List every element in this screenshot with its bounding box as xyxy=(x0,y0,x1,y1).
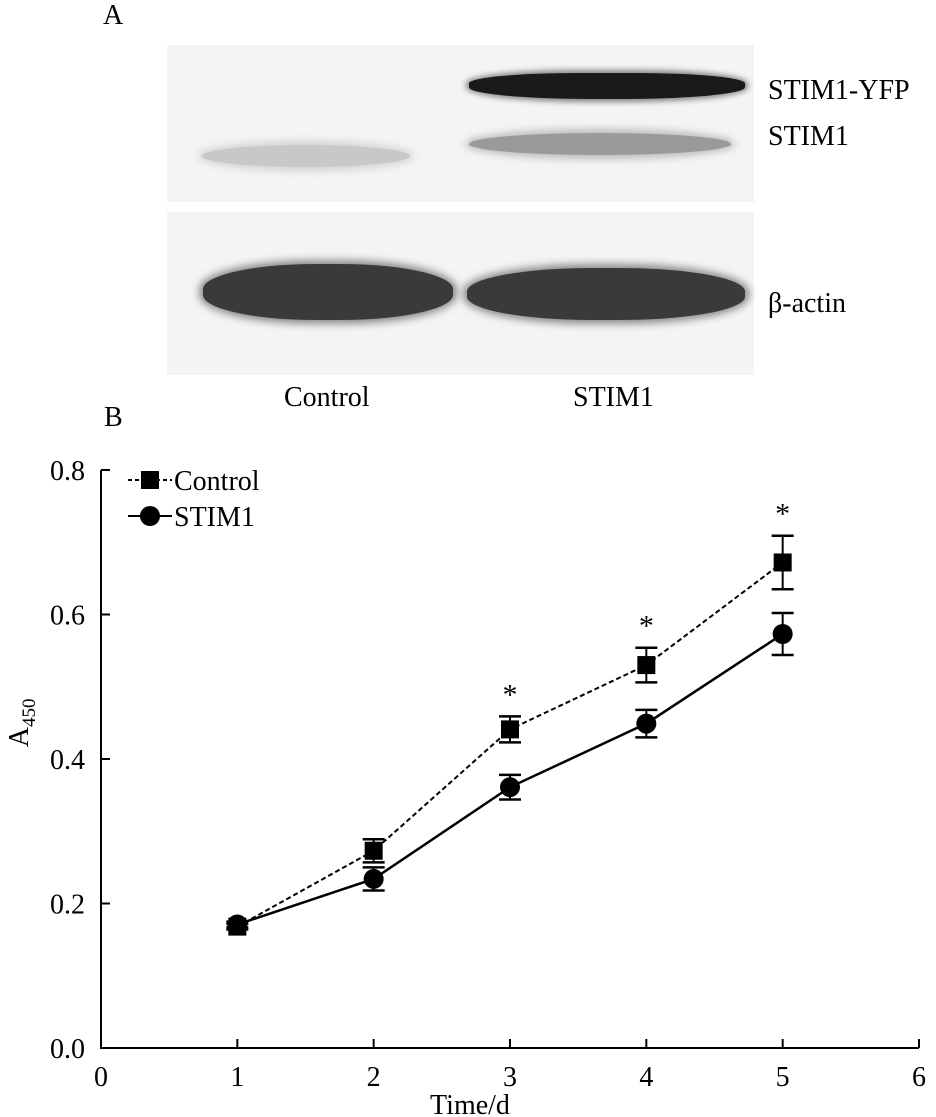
data-point-stim1 xyxy=(363,868,384,889)
label-beta-actin: β-actin xyxy=(768,288,846,319)
band-actin-control xyxy=(203,264,453,320)
y-tick-label: 0.0 xyxy=(50,1034,85,1065)
legend-marker-control xyxy=(141,471,159,489)
label-stim1: STIM1 xyxy=(768,121,849,152)
legend-label-stim1: STIM1 xyxy=(174,502,255,533)
band-stim1-yfp xyxy=(469,73,745,99)
x-axis-label: Time/d xyxy=(430,1090,510,1117)
data-point-stim1 xyxy=(227,914,248,935)
data-point-control xyxy=(773,553,792,572)
y-tick-label: 0.2 xyxy=(50,890,85,921)
data-point-control xyxy=(637,656,656,675)
data-point-stim1 xyxy=(500,777,520,798)
significance-asterisk: * xyxy=(639,610,654,643)
legend-marker-stim1 xyxy=(140,506,160,526)
series-line-control xyxy=(236,561,784,928)
growth-line-chart: 0 1 2 3 4 5 6 0.0 0.2 0.4 0.6 0.8 Time/d A450 * * * Con… xyxy=(4,456,926,1117)
significance-asterisk: * xyxy=(503,678,518,711)
x-tick-label: 1 xyxy=(230,1062,244,1093)
blot-lower xyxy=(167,212,754,375)
data-point-control xyxy=(364,841,383,860)
lane-label-stim1: STIM1 xyxy=(573,382,654,413)
chart-axes: 0 1 2 3 4 5 6 0.0 0.2 0.4 0.6 0.8 Time/d A450 xyxy=(4,456,926,1117)
label-stim1-yfp: STIM1-YFP xyxy=(768,75,910,106)
data-point-stim1 xyxy=(636,713,657,734)
x-tick-label: 4 xyxy=(639,1062,653,1093)
x-tick-label: 5 xyxy=(776,1062,790,1093)
band-stim1-control xyxy=(202,145,410,167)
blot-upper xyxy=(167,45,754,202)
data-point-control xyxy=(501,720,519,739)
y-tick-label: 0.8 xyxy=(50,456,85,487)
chart-series: * * * xyxy=(226,498,794,936)
panel-b-letter: B xyxy=(104,402,123,433)
x-tick-label: 3 xyxy=(503,1062,517,1093)
chart-legend: Control STIM1 xyxy=(128,466,260,533)
panel-a-letter: A xyxy=(103,0,124,31)
band-actin-stim1 xyxy=(467,268,745,320)
lane-label-control: Control xyxy=(284,382,370,413)
y-tick-label: 0.4 xyxy=(50,745,85,776)
y-axis-label: A450 xyxy=(4,699,40,748)
significance-asterisk: * xyxy=(775,498,790,531)
y-tick-label: 0.6 xyxy=(50,601,85,632)
x-tick-label: 0 xyxy=(94,1062,108,1093)
x-tick-label: 2 xyxy=(367,1062,381,1093)
band-stim1-stim1 xyxy=(469,133,731,155)
data-point-stim1 xyxy=(772,624,793,645)
legend-label-control: Control xyxy=(174,466,260,497)
x-tick-label: 6 xyxy=(912,1062,926,1093)
